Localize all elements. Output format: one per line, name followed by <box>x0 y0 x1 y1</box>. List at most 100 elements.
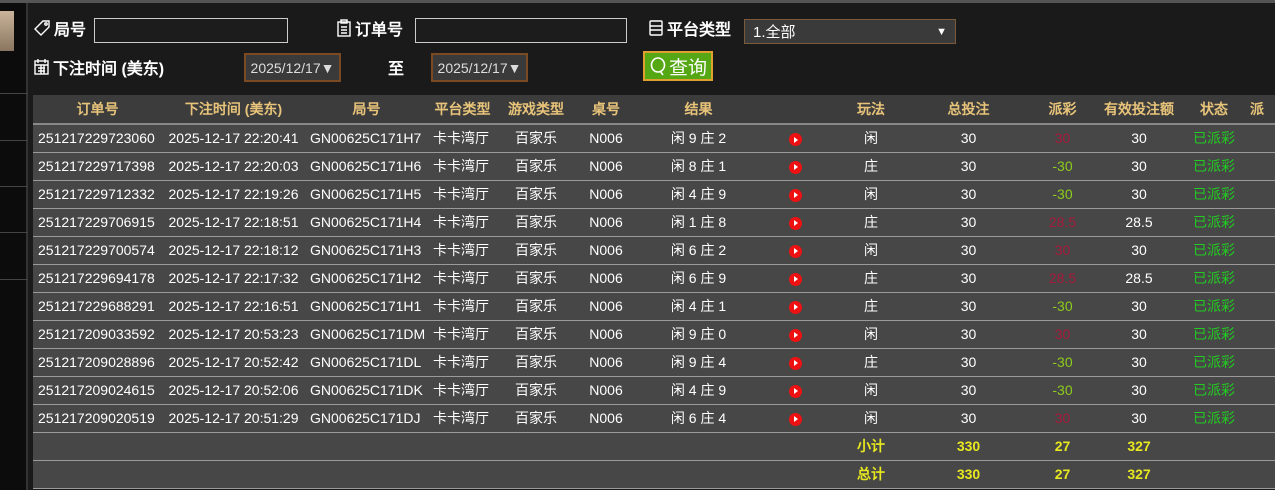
order-number: 251217229706915 <box>33 208 162 237</box>
platform: 卡卡湾厅 <box>428 152 497 181</box>
order-number: 251217209028896 <box>33 348 162 377</box>
subtotal-row: 小计 330 27 327 <box>33 432 1275 461</box>
table-cell <box>1250 236 1275 265</box>
play-video-icon[interactable] <box>788 216 802 230</box>
column-header: 下注时间 (美东) <box>162 95 305 125</box>
table-number: N006 <box>575 264 637 293</box>
table-cell <box>1250 376 1275 405</box>
play-video-icon[interactable] <box>788 328 802 342</box>
status: 已派彩 <box>1178 320 1250 349</box>
table-row[interactable]: 251217229712332 2025-12-17 22:19:26 GN0062… <box>33 180 1275 209</box>
platform-select[interactable]: 1.全部 ▼ <box>744 19 956 44</box>
order-number: 251217229712332 <box>33 180 162 209</box>
round-number: GN00625C171DJ <box>305 404 428 433</box>
game-type: 百家乐 <box>497 208 575 237</box>
table-row[interactable]: 251217209028896 2025-12-17 20:52:42 GN0062… <box>33 348 1275 377</box>
result: 闲 6 庄 4 <box>637 404 760 433</box>
valid-bet: 30 <box>1100 320 1178 349</box>
play-video-icon[interactable] <box>788 300 802 314</box>
round-number: GN00625C171H5 <box>305 180 428 209</box>
platform: 卡卡湾厅 <box>428 180 497 209</box>
platform: 卡卡湾厅 <box>428 348 497 377</box>
table-row[interactable]: 251217229723060 2025-12-17 22:20:41 GN0062… <box>33 124 1275 153</box>
table-cell <box>1250 264 1275 293</box>
table-cell <box>33 432 830 461</box>
table-number: N006 <box>575 348 637 377</box>
status: 已派彩 <box>1178 264 1250 293</box>
table-row[interactable]: 251217209020519 2025-12-17 20:51:29 GN0062… <box>33 404 1275 433</box>
order-number: 251217209020519 <box>33 404 162 433</box>
payout: -30 <box>1025 348 1100 377</box>
table-row[interactable]: 251217229717398 2025-12-17 22:20:03 GN0062… <box>33 152 1275 181</box>
tag-icon <box>34 20 50 36</box>
table-row[interactable]: 251217229688291 2025-12-17 22:16:51 GN0062… <box>33 292 1275 321</box>
table-row[interactable]: 251217229700574 2025-12-17 22:18:12 GN0062… <box>33 236 1275 265</box>
table-number: N006 <box>575 152 637 181</box>
replay-cell <box>760 236 830 265</box>
game-type: 百家乐 <box>497 236 575 265</box>
valid-bet: 30 <box>1100 348 1178 377</box>
table-row[interactable]: 251217229706915 2025-12-17 22:18:51 GN0062… <box>33 208 1275 237</box>
total-bet: 30 <box>912 320 1025 349</box>
bet-time: 2025-12-17 22:18:12 <box>162 236 305 265</box>
table-row[interactable]: 251217229694178 2025-12-17 22:17:32 GN0062… <box>33 264 1275 293</box>
payout: 28.5 <box>1025 264 1100 293</box>
status: 已派彩 <box>1178 292 1250 321</box>
date-to-picker[interactable]: 2025/12/17▼ <box>431 53 528 82</box>
table-cell <box>1250 208 1275 237</box>
replay-cell <box>760 208 830 237</box>
bet-option: 闲 <box>830 236 912 265</box>
bet-time: 2025-12-17 22:19:26 <box>162 180 305 209</box>
play-video-icon[interactable] <box>788 412 802 426</box>
result: 闲 6 庄 9 <box>637 264 760 293</box>
replay-cell <box>760 320 830 349</box>
play-video-icon[interactable] <box>788 244 802 258</box>
valid-bet: 28.5 <box>1100 208 1178 237</box>
valid-bet: 30 <box>1100 180 1178 209</box>
payout: -30 <box>1025 180 1100 209</box>
date-from-picker[interactable]: 2025/12/17▼ <box>244 53 341 82</box>
payout: 28.5 <box>1025 208 1100 237</box>
column-header: 状态 <box>1178 95 1250 125</box>
game-type: 百家乐 <box>497 376 575 405</box>
table-number: N006 <box>575 376 637 405</box>
query-button[interactable]: 查询 <box>643 51 713 81</box>
status: 已派彩 <box>1178 348 1250 377</box>
play-video-icon[interactable] <box>788 356 802 370</box>
status: 已派彩 <box>1178 152 1250 181</box>
table-row[interactable]: 251217209033592 2025-12-17 20:53:23 GN0062… <box>33 320 1275 349</box>
result: 闲 1 庄 8 <box>637 208 760 237</box>
platform: 卡卡湾厅 <box>428 320 497 349</box>
column-header <box>760 95 830 125</box>
result: 闲 8 庄 1 <box>637 152 760 181</box>
divider <box>0 140 28 141</box>
bet-time: 2025-12-17 20:52:42 <box>162 348 305 377</box>
round-number: GN00625C171H6 <box>305 152 428 181</box>
order-number: 251217229688291 <box>33 292 162 321</box>
order-input[interactable] <box>415 18 627 43</box>
play-video-icon[interactable] <box>788 384 802 398</box>
round-number: GN00625C171DL <box>305 348 428 377</box>
replay-cell <box>760 180 830 209</box>
table-cell <box>33 460 830 489</box>
round-number: GN00625C171H7 <box>305 124 428 153</box>
payout: 30 <box>1025 236 1100 265</box>
play-video-icon[interactable] <box>788 160 802 174</box>
replay-cell <box>760 264 830 293</box>
total-bet: 30 <box>912 152 1025 181</box>
table-row[interactable]: 251217209024615 2025-12-17 20:52:06 GN0062… <box>33 376 1275 405</box>
play-video-icon[interactable] <box>788 133 802 147</box>
status: 已派彩 <box>1178 376 1250 405</box>
order-number: 251217229717398 <box>33 152 162 181</box>
play-video-icon[interactable] <box>788 188 802 202</box>
clipboard-icon <box>337 19 351 37</box>
sidebar-tab[interactable] <box>0 11 14 51</box>
play-video-icon[interactable] <box>788 272 802 286</box>
bet-time: 2025-12-17 22:20:41 <box>162 124 305 153</box>
round-input[interactable] <box>94 18 288 43</box>
bet-time: 2025-12-17 22:18:51 <box>162 208 305 237</box>
total-total-bet: 330 <box>912 460 1025 489</box>
table-number: N006 <box>575 180 637 209</box>
table-number: N006 <box>575 236 637 265</box>
payout: 30 <box>1025 320 1100 349</box>
